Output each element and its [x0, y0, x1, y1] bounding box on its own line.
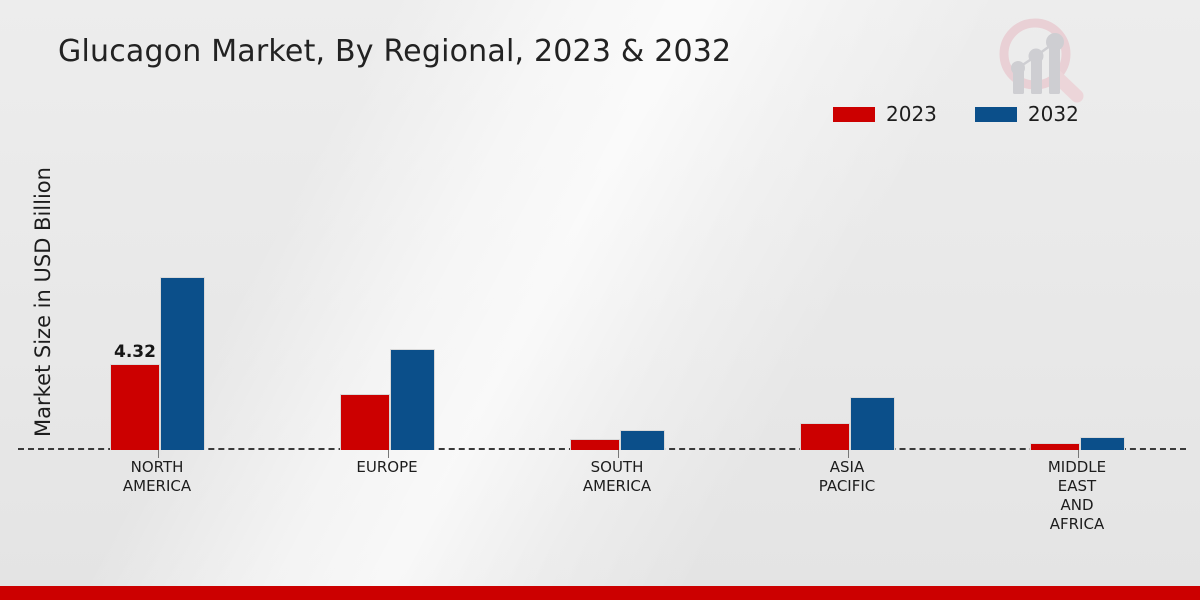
category-label-line: AMERICA [582, 477, 652, 495]
category-label-line: AND [1060, 496, 1094, 514]
category-label-north-america: NORTH AMERICA [62, 458, 252, 496]
legend-label-2023: 2023 [886, 102, 937, 126]
bar-europe-2023[interactable] [340, 394, 390, 450]
legend-label-2032: 2032 [1027, 102, 1079, 126]
watermark-logo-icon [985, 12, 1095, 104]
legend-swatch-2023 [833, 106, 875, 122]
category-label-line: EUROPE [356, 458, 418, 476]
bar-south-america-2032[interactable] [620, 430, 665, 450]
axis-tick-europe [388, 450, 389, 458]
category-label-line: NORTH [130, 458, 184, 476]
category-label-line: SOUTH [590, 458, 644, 476]
category-label-asia-pacific: ASIA PACIFIC [752, 458, 942, 496]
chart-legend: 2023 2032 [833, 104, 1079, 124]
legend-item-2023[interactable]: 2023 [833, 104, 937, 124]
category-label-europe: EUROPE [292, 458, 482, 477]
bar-europe-2032[interactable] [390, 349, 435, 450]
plot-area: 4.32 NORTH AMERICA EUROPE [0, 140, 1200, 533]
bar-south-america-2023[interactable] [570, 439, 620, 450]
bar-middle-east-and-africa-2023[interactable] [1030, 443, 1080, 450]
bar-asia-pacific-2023[interactable] [800, 423, 850, 450]
bar-value-north-america-2023: 4.32 [114, 342, 156, 362]
category-label-line: EAST [1057, 477, 1097, 495]
legend-swatch-2032 [974, 106, 1017, 122]
bar-north-america-2023[interactable]: 4.32 [110, 342, 160, 450]
bar-asia-pacific-2032[interactable] [850, 397, 895, 450]
category-label-line: AFRICA [1049, 515, 1105, 533]
axis-tick-south-america [618, 450, 619, 458]
category-label-line: AMERICA [122, 477, 192, 495]
legend-item-2032[interactable]: 2032 [974, 102, 1079, 126]
category-label-line: MIDDLE [1047, 458, 1107, 476]
bar-north-america-2032[interactable] [160, 277, 205, 450]
axis-tick-north-america [158, 450, 159, 458]
category-label-line: ASIA [829, 458, 865, 476]
bar-middle-east-and-africa-2032[interactable] [1080, 437, 1125, 450]
category-label-south-america: SOUTH AMERICA [522, 458, 712, 496]
bottom-accent-bar [0, 586, 1200, 600]
axis-tick-asia-pacific [848, 450, 849, 458]
chart-title: Glucagon Market, By Regional, 2023 & 203… [58, 34, 732, 69]
axis-tick-middle-east-and-africa [1078, 450, 1079, 458]
category-label-line: PACIFIC [818, 477, 876, 495]
category-label-middle-east-and-africa: MIDDLE EAST AND AFRICA [982, 458, 1172, 534]
